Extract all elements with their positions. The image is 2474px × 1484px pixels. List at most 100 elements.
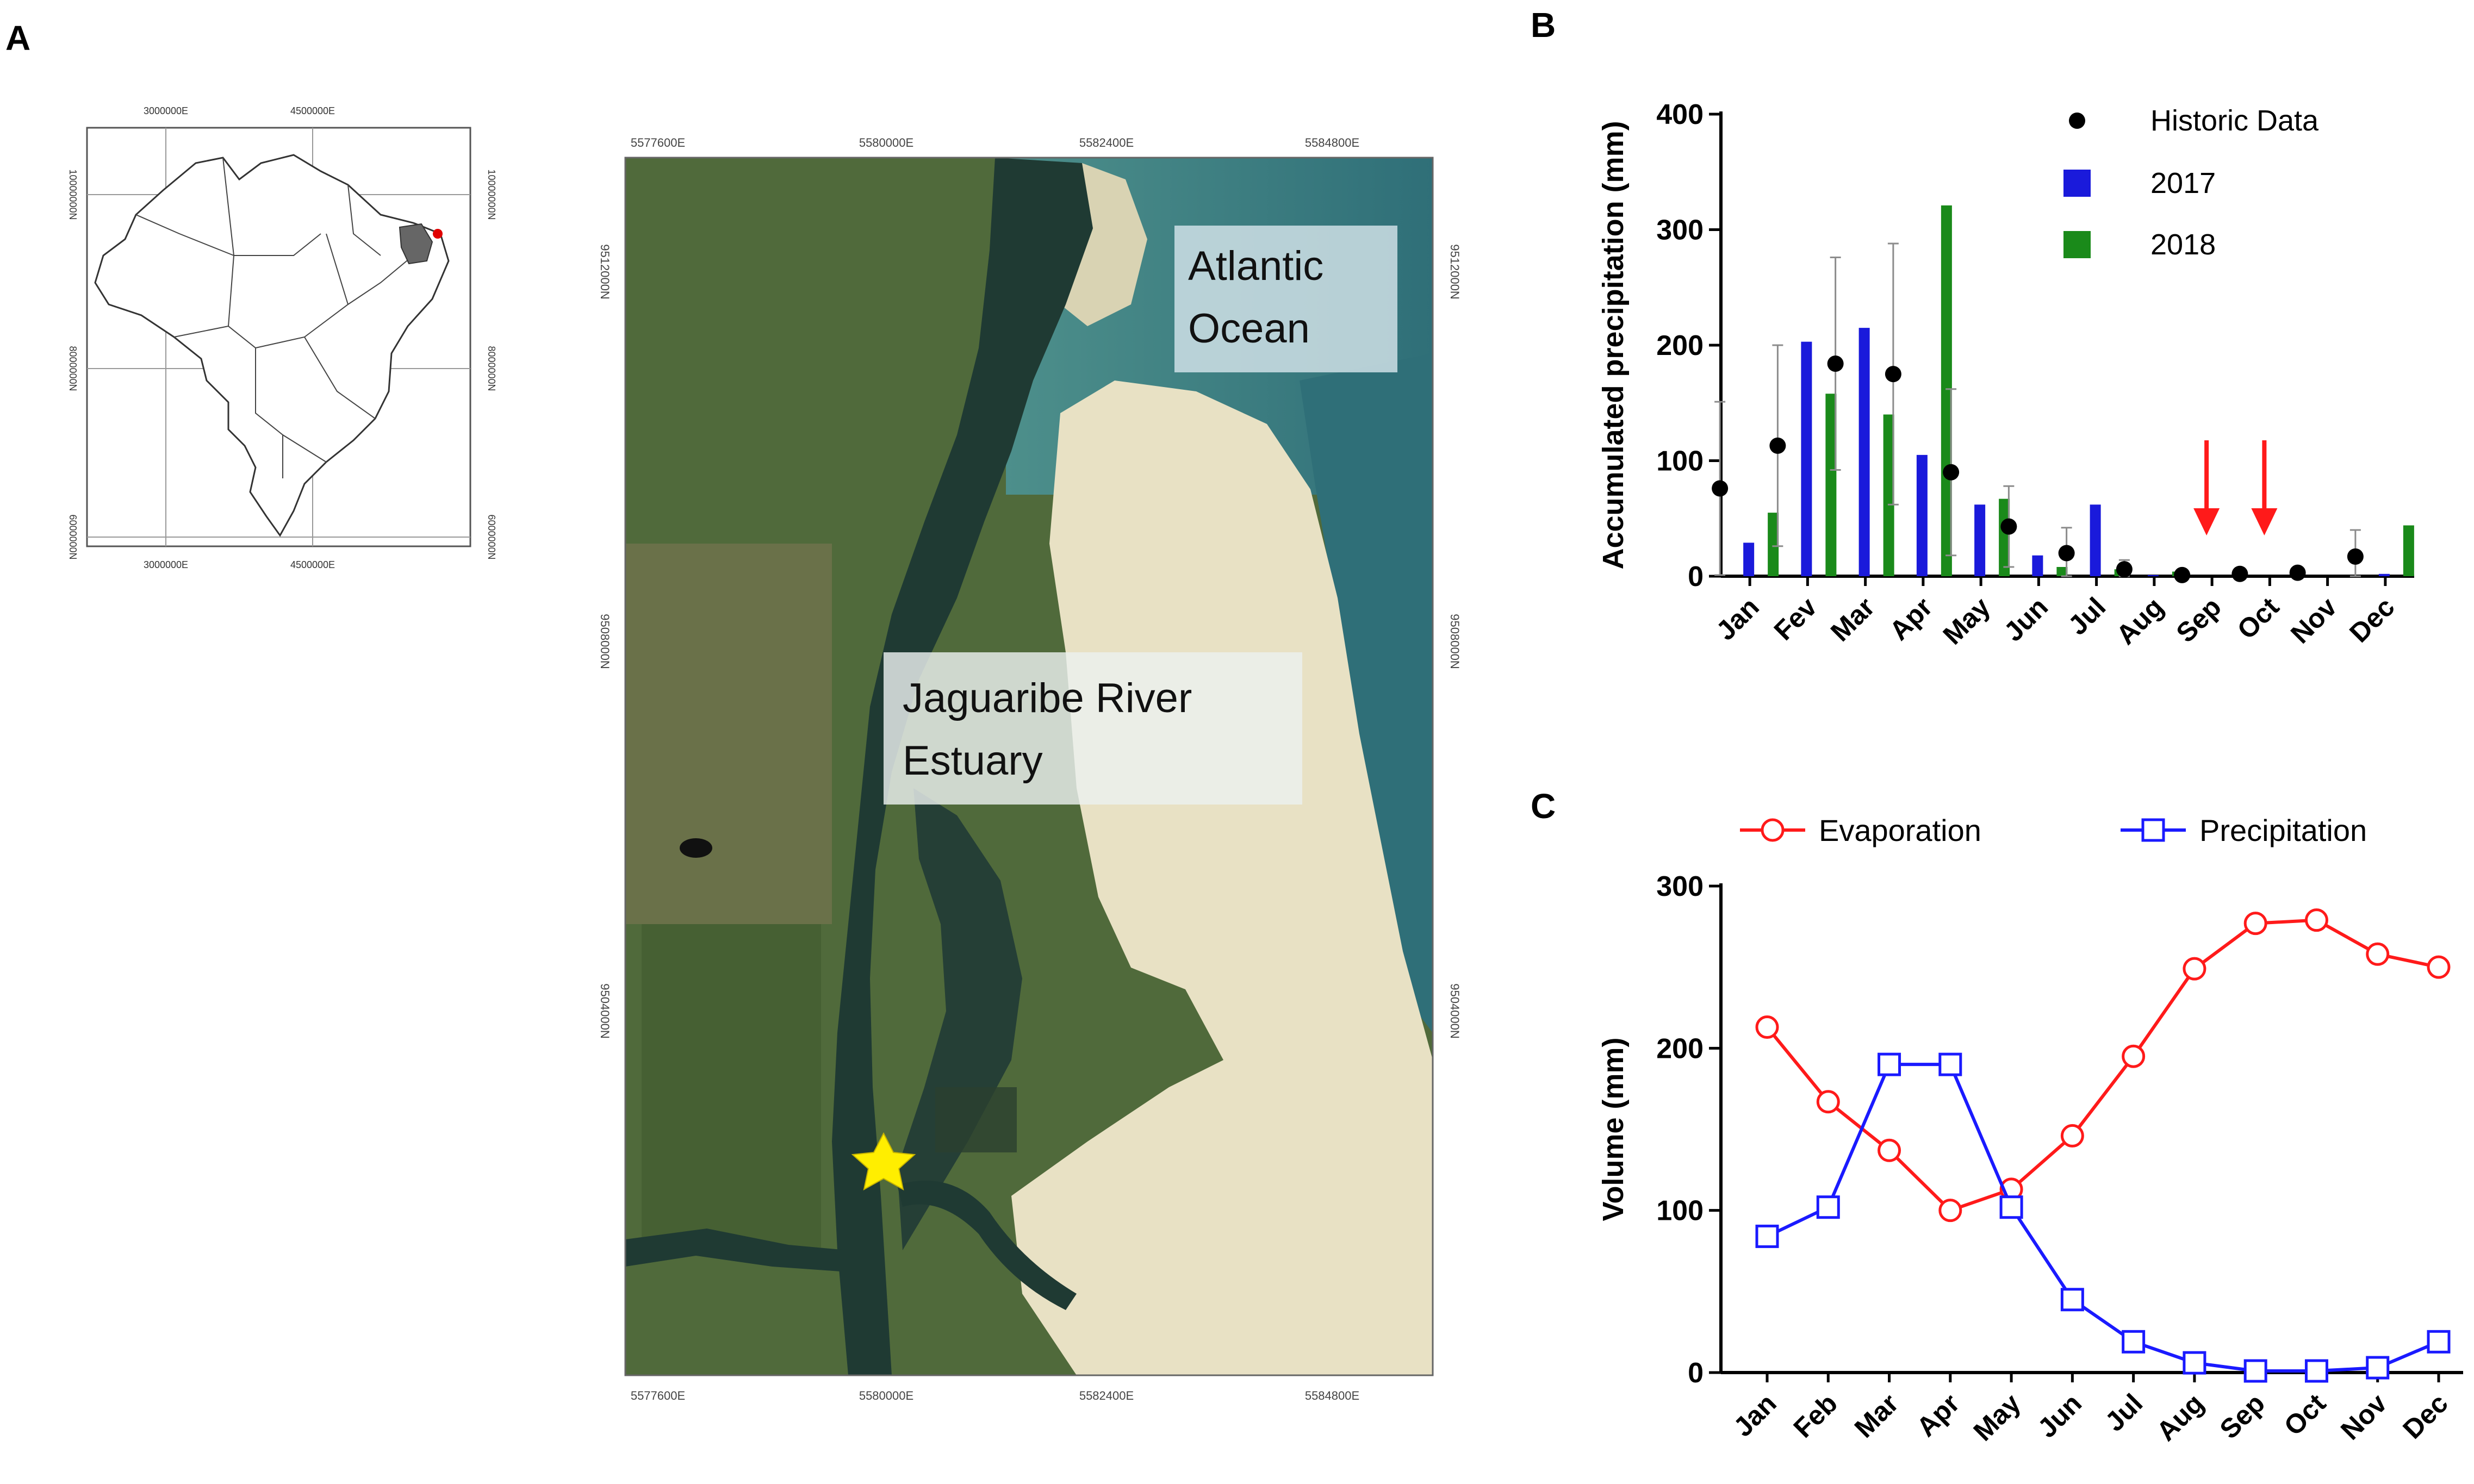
bar-2017: [2032, 555, 2043, 576]
x-tick-label: Oct: [2278, 1388, 2332, 1442]
panel-label-c: C: [1531, 787, 1556, 826]
map-left-tick: 9508000N: [598, 614, 612, 669]
x-tick-label: Dec: [2344, 591, 2400, 648]
inset-top-tick: 4500000E: [290, 105, 335, 116]
x-tick-label: Jan: [1710, 591, 1765, 646]
legend-evaporation-marker: [1761, 818, 1785, 842]
x-tick-label: Apr: [1884, 591, 1938, 646]
historic-data-point: [2347, 548, 2364, 565]
x-tick-label: Fev: [1768, 591, 1823, 646]
map-top-tick: 5584800E: [1305, 136, 1359, 149]
inset-bottom-tick: 4500000E: [290, 559, 335, 570]
ocean-label-box: [1174, 226, 1397, 372]
y-tick-label: 200: [1656, 330, 1704, 361]
historic-data-point: [2174, 566, 2191, 583]
bar-2017: [2378, 573, 2390, 576]
map-bottom-tick: 5580000E: [859, 1389, 913, 1402]
evaporation-point: [2060, 1124, 2084, 1148]
y-axis-label: Accumulated precipitation (mm): [1597, 121, 1630, 569]
inset-left-tick: 8000000N: [67, 346, 78, 391]
evaporation-point: [1938, 1199, 1962, 1223]
map-right-tick: 9508000N: [1448, 614, 1462, 669]
x-tick-label: Sep: [2214, 1388, 2271, 1444]
red-arrow-head: [2251, 508, 2278, 535]
legend-precipitation-marker: [2141, 818, 2165, 842]
x-tick-label: Jul: [2062, 591, 2112, 641]
brazil-outline: [94, 154, 450, 537]
star-marker: [851, 1132, 916, 1190]
precipitation-bar-chart: 0 100 200 300 400 Accumulated precipitation (…: [1597, 99, 2414, 651]
x-tick-label: Jun: [2032, 1388, 2087, 1443]
x-tick-label: Jun: [1998, 591, 2054, 647]
ocean-area: [1300, 353, 1433, 1033]
bar-2018: [1883, 414, 1894, 576]
sand-dunes: [1011, 381, 1433, 1375]
legend-evaporation-label: Evaporation: [1819, 813, 1981, 847]
x-tick-label: Aug: [2110, 591, 2169, 650]
precipitation-point: [2366, 1356, 2390, 1380]
map-left-tick: 9512000N: [598, 244, 612, 300]
x-tick-label: Sep: [2170, 591, 2227, 648]
inset-map: 3000000E 4500000E 3000000E 4500000E 1000…: [67, 105, 497, 570]
panel-label-a: A: [5, 18, 30, 58]
bar-2018: [1999, 498, 2010, 576]
evaporation-point: [2183, 957, 2206, 981]
lagoon: [680, 838, 712, 858]
river-branch: [897, 788, 1022, 1250]
map-top-tick: 5580000E: [859, 136, 913, 149]
bar-2018: [1768, 513, 1779, 576]
y-tick-label: 0: [1688, 561, 1704, 593]
x-tick-label: Nov: [2285, 591, 2343, 650]
ceara-state: [399, 223, 433, 265]
y-tick-label: 200: [1656, 1033, 1704, 1064]
precipitation-point: [1755, 1224, 1779, 1248]
x-tick-label: May: [1967, 1388, 2027, 1447]
ocean-label: Ocean: [1188, 305, 1310, 352]
inset-left-tick: 10000000N: [67, 169, 78, 220]
evaporation-point: [2366, 942, 2390, 966]
historic-data-point: [1943, 464, 1960, 481]
legend-historic-marker: [2069, 113, 2085, 129]
historic-data-point: [2058, 545, 2075, 562]
precipitation-point: [2122, 1330, 2146, 1354]
evaporation-point: [1755, 1015, 1779, 1039]
map-bottom-tick: 5582400E: [1079, 1389, 1134, 1402]
satellite-map: Atlantic Ocean Jaguaribe River Estuary 5…: [598, 136, 1462, 1402]
x-tick-label: Jan: [1727, 1388, 1782, 1443]
bar-2017: [1858, 328, 1870, 576]
bar-2017: [1801, 341, 1812, 576]
mangrove-ponds: [935, 1087, 1017, 1152]
historic-data-point: [1712, 480, 1729, 497]
bar-2017: [1974, 504, 1986, 576]
y-tick-label: 300: [1656, 215, 1704, 246]
bar-2017: [2147, 575, 2159, 576]
historic-data-point: [2116, 561, 2133, 578]
legend-2018-label: 2018: [2150, 228, 2216, 261]
legend-historic-label: Historic Data: [2150, 104, 2319, 137]
map-bottom-tick: 5577600E: [631, 1389, 685, 1402]
x-tick-label: Dec: [2397, 1388, 2453, 1444]
x-tick-label: Feb: [1788, 1388, 1843, 1443]
historic-data-point: [2000, 518, 2017, 535]
inset-bottom-tick: 3000000E: [144, 559, 188, 570]
precipitation-point: [2304, 1359, 2328, 1383]
estuary-label: Jaguaribe River: [903, 675, 1192, 721]
map-left-tick: 9504000N: [598, 983, 612, 1039]
evaporation-point: [2122, 1044, 2146, 1068]
inset-right-tick: 6000000N: [486, 514, 497, 559]
legend-2018-swatch: [2063, 231, 2091, 258]
y-tick-label: 0: [1688, 1357, 1704, 1389]
bar-2018: [1825, 394, 1837, 576]
legend-2017-swatch: [2063, 170, 2091, 197]
river-branch: [897, 1180, 1077, 1310]
x-tick-label: Jul: [2099, 1388, 2149, 1437]
precipitation-point: [2183, 1351, 2206, 1375]
estuary-label: Estuary: [903, 738, 1043, 784]
historic-data-point: [2289, 564, 2306, 581]
legend-2017-label: 2017: [2150, 167, 2216, 199]
precipitation-point: [2243, 1359, 2267, 1383]
state-borders: [135, 157, 414, 478]
inset-right-tick: 10000000N: [486, 169, 497, 220]
evaporation-precipitation-line-chart: 0 100 200 300 Volume (mm) Jan Feb Mar Apr May Jun J…: [1597, 813, 2463, 1447]
